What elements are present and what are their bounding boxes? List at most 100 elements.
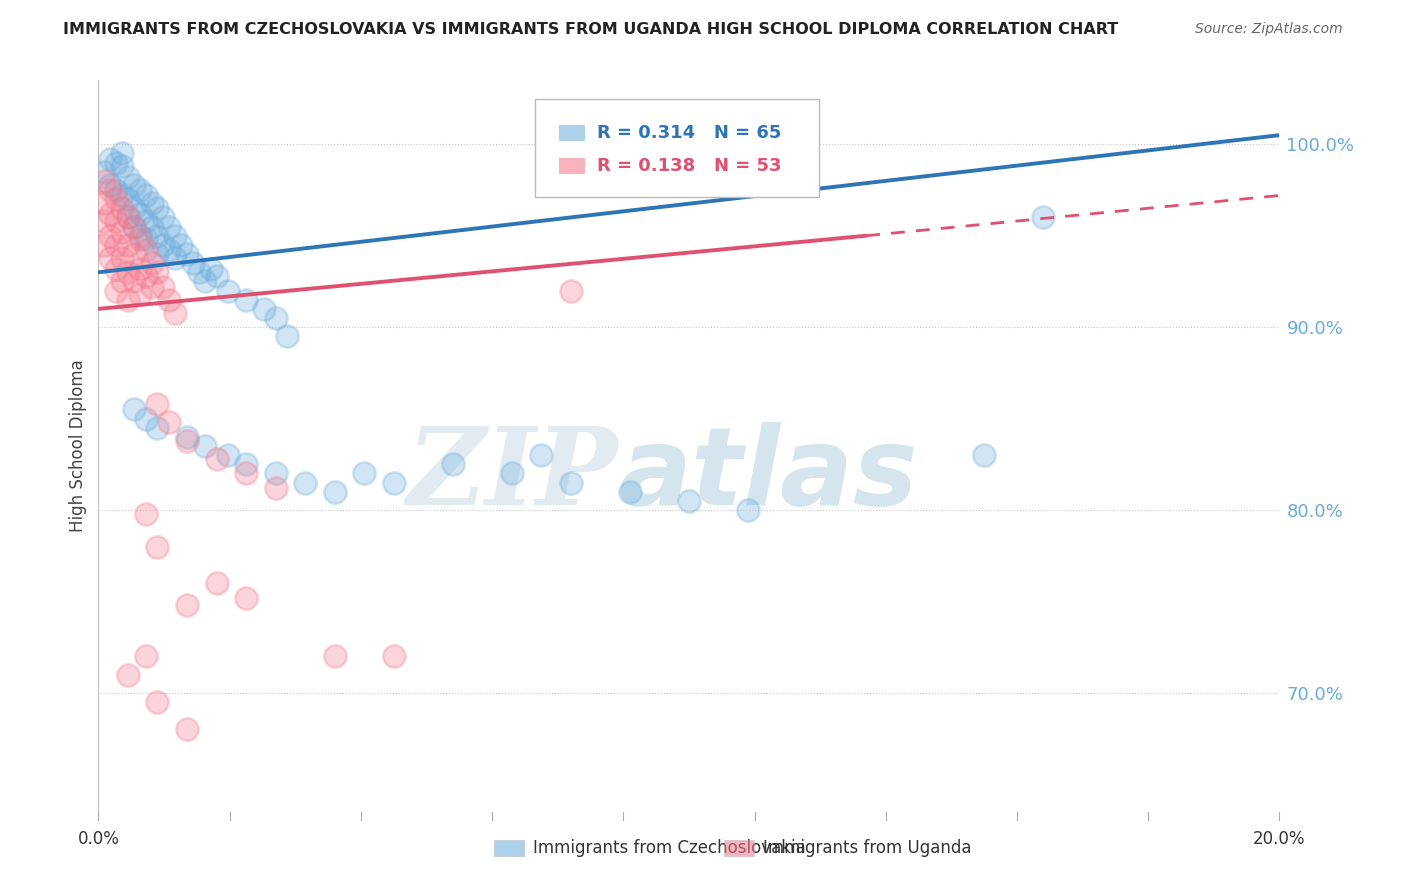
Point — [152, 280, 174, 294]
Point — [294, 475, 316, 490]
Point — [146, 695, 169, 709]
Point — [264, 481, 287, 495]
Text: 0.0%: 0.0% — [77, 830, 120, 848]
Point — [200, 261, 222, 276]
Point — [176, 598, 198, 612]
Point — [560, 475, 582, 490]
Point — [276, 329, 298, 343]
Point — [117, 170, 139, 185]
Text: IMMIGRANTS FROM CZECHOSLOVAKIA VS IMMIGRANTS FROM UGANDA HIGH SCHOOL DIPLOMA COR: IMMIGRANTS FROM CZECHOSLOVAKIA VS IMMIGR… — [63, 22, 1119, 37]
Point — [170, 238, 193, 252]
Point — [105, 238, 128, 252]
Point — [501, 467, 523, 481]
Point — [205, 268, 228, 283]
Point — [117, 211, 139, 225]
Point — [165, 228, 187, 243]
Point — [217, 448, 239, 462]
Point — [105, 284, 128, 298]
Point — [560, 284, 582, 298]
Point — [235, 591, 257, 605]
Point — [111, 201, 134, 215]
Point — [194, 274, 217, 288]
Point — [141, 280, 163, 294]
Point — [141, 195, 163, 210]
Point — [441, 458, 464, 472]
Point — [117, 667, 139, 681]
Point — [176, 430, 198, 444]
Text: Immigrants from Uganda: Immigrants from Uganda — [763, 838, 972, 856]
Point — [122, 274, 145, 288]
Point — [117, 238, 139, 252]
Point — [98, 178, 121, 192]
Point — [122, 247, 145, 261]
Point — [737, 503, 759, 517]
Point — [146, 265, 169, 279]
Point — [253, 301, 276, 316]
Point — [146, 228, 169, 243]
Point — [165, 305, 187, 319]
Point — [176, 434, 198, 448]
Point — [264, 467, 287, 481]
Point — [176, 247, 198, 261]
Point — [323, 484, 346, 499]
Point — [157, 293, 180, 307]
Point — [135, 268, 157, 283]
FancyBboxPatch shape — [536, 99, 818, 197]
Point — [122, 178, 145, 192]
Point — [93, 164, 115, 178]
Point — [105, 183, 128, 197]
Point — [128, 207, 150, 221]
Point — [135, 649, 157, 664]
Point — [128, 261, 150, 276]
Point — [98, 251, 121, 265]
Point — [382, 475, 405, 490]
Point — [157, 219, 180, 234]
Point — [141, 219, 163, 234]
Point — [128, 232, 150, 246]
Point — [973, 448, 995, 462]
Point — [93, 174, 115, 188]
Text: R = 0.138   N = 53: R = 0.138 N = 53 — [596, 158, 782, 176]
Point — [135, 188, 157, 202]
Point — [93, 195, 115, 210]
Point — [111, 251, 134, 265]
Point — [157, 415, 180, 429]
Point — [217, 284, 239, 298]
FancyBboxPatch shape — [560, 125, 585, 141]
Point — [135, 232, 157, 246]
Point — [205, 451, 228, 466]
Point — [146, 247, 169, 261]
Point — [98, 152, 121, 166]
Point — [181, 256, 204, 270]
Point — [98, 183, 121, 197]
Text: R = 0.314   N = 65: R = 0.314 N = 65 — [596, 124, 782, 142]
Point — [93, 238, 115, 252]
Point — [152, 238, 174, 252]
Point — [122, 219, 145, 234]
Point — [111, 159, 134, 173]
Text: ZIP: ZIP — [406, 422, 619, 528]
Point — [122, 219, 145, 234]
Point — [353, 467, 375, 481]
Point — [146, 397, 169, 411]
Point — [98, 228, 121, 243]
Point — [235, 467, 257, 481]
Point — [105, 214, 128, 228]
Text: atlas: atlas — [619, 422, 918, 528]
FancyBboxPatch shape — [560, 159, 585, 175]
FancyBboxPatch shape — [724, 839, 754, 855]
Point — [157, 244, 180, 258]
Point — [105, 155, 128, 169]
Point — [146, 420, 169, 434]
Point — [128, 287, 150, 301]
Point — [111, 225, 134, 239]
Point — [93, 214, 115, 228]
Point — [122, 402, 145, 417]
Point — [117, 293, 139, 307]
Point — [382, 649, 405, 664]
Point — [117, 192, 139, 206]
Y-axis label: High School Diploma: High School Diploma — [69, 359, 87, 533]
Text: 20.0%: 20.0% — [1253, 830, 1306, 848]
Point — [187, 265, 209, 279]
Point — [235, 458, 257, 472]
